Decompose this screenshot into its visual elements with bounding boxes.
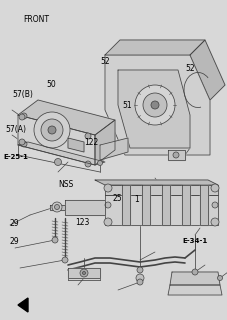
Polygon shape	[141, 185, 149, 225]
Circle shape	[48, 126, 56, 134]
Circle shape	[211, 202, 217, 208]
Text: FRONT: FRONT	[23, 15, 49, 24]
Polygon shape	[118, 70, 189, 148]
Text: NSS: NSS	[58, 180, 73, 189]
Circle shape	[134, 85, 174, 125]
Polygon shape	[65, 200, 105, 215]
Circle shape	[52, 237, 58, 243]
Text: 57(A): 57(A)	[6, 125, 27, 134]
Polygon shape	[18, 100, 114, 135]
Text: 29: 29	[9, 220, 19, 228]
Circle shape	[41, 119, 63, 141]
Text: 57(B): 57(B)	[12, 90, 33, 99]
Polygon shape	[18, 115, 95, 165]
Circle shape	[52, 202, 62, 212]
Circle shape	[82, 271, 85, 275]
Circle shape	[104, 218, 111, 226]
Text: 122: 122	[84, 138, 98, 147]
Text: 1: 1	[134, 196, 139, 204]
Text: 123: 123	[75, 218, 89, 227]
Circle shape	[191, 269, 197, 275]
Circle shape	[21, 113, 27, 119]
Polygon shape	[161, 185, 169, 225]
Polygon shape	[100, 138, 127, 160]
Polygon shape	[68, 138, 84, 152]
Text: 52: 52	[185, 64, 195, 73]
Text: 50: 50	[47, 80, 56, 89]
Circle shape	[19, 114, 25, 120]
Text: 25: 25	[112, 194, 122, 203]
Circle shape	[19, 139, 25, 145]
Text: 29: 29	[9, 237, 19, 246]
Circle shape	[150, 101, 158, 109]
Polygon shape	[105, 40, 204, 55]
Circle shape	[54, 158, 61, 165]
Circle shape	[142, 93, 166, 117]
Circle shape	[136, 279, 142, 285]
Polygon shape	[167, 285, 221, 295]
Circle shape	[210, 184, 218, 192]
Polygon shape	[167, 150, 184, 160]
Text: 52: 52	[100, 57, 109, 66]
Circle shape	[172, 152, 178, 158]
Polygon shape	[18, 298, 28, 312]
Circle shape	[85, 161, 91, 167]
Text: E-25-1: E-25-1	[3, 154, 28, 160]
Circle shape	[135, 274, 143, 282]
Polygon shape	[95, 120, 114, 165]
Polygon shape	[105, 195, 217, 225]
Circle shape	[21, 141, 27, 147]
Circle shape	[54, 204, 59, 210]
Polygon shape	[68, 268, 100, 278]
Circle shape	[210, 218, 218, 226]
Circle shape	[136, 267, 142, 273]
Circle shape	[34, 112, 70, 148]
Circle shape	[62, 257, 68, 263]
Polygon shape	[18, 142, 105, 165]
Polygon shape	[121, 185, 129, 225]
Circle shape	[104, 184, 111, 192]
Polygon shape	[189, 40, 224, 100]
Polygon shape	[105, 55, 209, 155]
Circle shape	[217, 276, 222, 281]
Text: E-34-1: E-34-1	[182, 238, 207, 244]
Polygon shape	[169, 272, 219, 285]
Circle shape	[105, 202, 111, 208]
Circle shape	[85, 133, 91, 139]
Polygon shape	[181, 185, 189, 225]
Text: 51: 51	[121, 101, 131, 110]
Polygon shape	[50, 205, 65, 210]
Polygon shape	[105, 185, 217, 195]
Circle shape	[97, 161, 102, 165]
Polygon shape	[95, 180, 217, 185]
Circle shape	[80, 269, 88, 277]
Polygon shape	[199, 185, 207, 225]
